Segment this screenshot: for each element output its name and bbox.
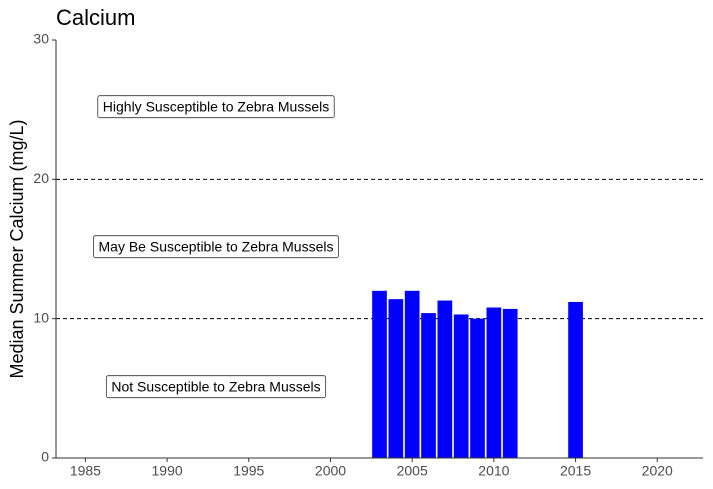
bar [568,301,583,458]
y-tick-label: 0 [41,449,49,465]
bar [421,313,436,458]
y-tick-label: 20 [33,170,49,186]
y-tick-label: 10 [33,309,49,325]
x-tick-label: 1985 [70,463,101,479]
x-tick-label: 2005 [397,463,428,479]
bar [388,299,404,458]
bar [437,300,453,458]
x-tick-label: 2015 [560,463,591,479]
annotation: Not Susceptible to Zebra Mussels [111,379,320,395]
bar [453,314,469,458]
annotation-box [97,95,335,119]
annotation: May Be Susceptible to Zebra Mussels [99,239,334,255]
y-axis-label: Median Summer Calcium (mg/L) [7,119,27,378]
x-tick-label: 2010 [478,463,509,479]
x-tick-label: 1990 [152,463,183,479]
x-tick-label: 2000 [315,463,346,479]
bar [372,290,387,458]
annotation: Highly Susceptible to Zebra Mussels [103,99,329,115]
bar [486,307,502,458]
chart-title: Calcium [56,5,135,30]
bar [404,290,420,458]
x-tick-label: 2020 [642,463,673,479]
annotation-box [105,375,327,399]
bar [502,308,518,458]
annotation-box [93,235,339,259]
y-tick-label: 30 [33,31,49,47]
bar [470,318,485,458]
x-tick-label: 1995 [233,463,264,479]
